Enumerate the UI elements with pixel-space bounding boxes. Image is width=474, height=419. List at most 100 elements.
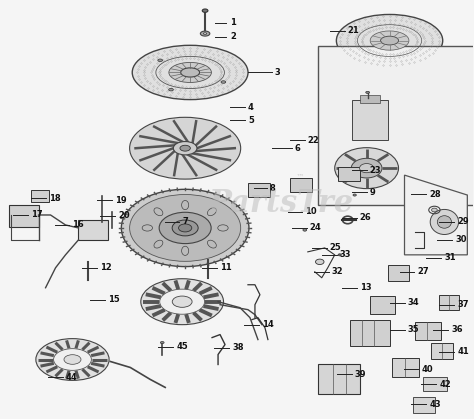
Ellipse shape [366, 91, 370, 93]
Ellipse shape [432, 208, 437, 212]
Text: 15: 15 [109, 295, 120, 304]
Ellipse shape [337, 15, 443, 67]
Ellipse shape [182, 200, 189, 210]
Ellipse shape [180, 145, 191, 151]
Text: 6: 6 [295, 144, 301, 153]
Text: 39: 39 [355, 370, 366, 379]
Bar [431, 343, 453, 359]
Text: 21: 21 [347, 26, 359, 35]
Text: 11: 11 [220, 263, 232, 272]
Ellipse shape [208, 208, 216, 216]
Ellipse shape [141, 279, 224, 325]
Bar [9, 205, 38, 227]
Ellipse shape [129, 194, 241, 261]
Bar [290, 178, 312, 192]
Text: 19: 19 [115, 196, 127, 204]
Ellipse shape [160, 341, 164, 344]
Bar [318, 46, 474, 205]
Ellipse shape [54, 349, 91, 370]
Text: 23: 23 [370, 166, 381, 175]
Text: 22: 22 [308, 136, 319, 145]
Text: PartsTre: PartsTre [209, 188, 354, 219]
Bar [79, 220, 109, 240]
Ellipse shape [172, 220, 198, 236]
Text: 40: 40 [421, 365, 433, 374]
Ellipse shape [208, 240, 216, 248]
Text: 13: 13 [360, 283, 371, 292]
Ellipse shape [64, 355, 81, 364]
Ellipse shape [202, 9, 208, 12]
Ellipse shape [218, 225, 228, 231]
Text: 43: 43 [429, 400, 441, 409]
Bar [318, 365, 360, 394]
Text: 45: 45 [176, 342, 188, 351]
Text: 38: 38 [232, 343, 244, 352]
Bar [392, 357, 419, 378]
Bar [416, 322, 441, 339]
Text: 4: 4 [248, 103, 254, 112]
Text: 42: 42 [439, 380, 451, 389]
Text: 20: 20 [118, 212, 130, 220]
Text: 35: 35 [408, 325, 419, 334]
Text: 25: 25 [330, 243, 341, 252]
Ellipse shape [158, 59, 163, 62]
Ellipse shape [182, 246, 189, 256]
Text: 41: 41 [457, 347, 469, 356]
Ellipse shape [353, 194, 356, 196]
Text: 17: 17 [31, 210, 42, 220]
Bar [352, 101, 388, 140]
Ellipse shape [370, 31, 409, 50]
Ellipse shape [154, 208, 163, 216]
Text: 31: 31 [445, 253, 456, 262]
Ellipse shape [335, 147, 399, 189]
Ellipse shape [132, 45, 248, 100]
Ellipse shape [351, 158, 382, 178]
Text: 30: 30 [456, 235, 467, 244]
Ellipse shape [169, 62, 211, 83]
Ellipse shape [36, 339, 109, 380]
Text: 10: 10 [305, 207, 317, 217]
Bar [370, 296, 394, 314]
Text: 1: 1 [230, 18, 236, 27]
Ellipse shape [381, 36, 399, 45]
Ellipse shape [179, 224, 192, 232]
Text: 44: 44 [65, 373, 77, 382]
Bar [388, 265, 410, 281]
Bar [350, 320, 390, 346]
Ellipse shape [169, 88, 173, 91]
Text: 7: 7 [182, 217, 188, 226]
Ellipse shape [203, 33, 207, 34]
Text: 3: 3 [275, 68, 281, 77]
Polygon shape [404, 175, 467, 255]
Circle shape [430, 210, 458, 235]
Text: ™: ™ [296, 173, 304, 181]
Ellipse shape [142, 225, 153, 231]
Text: 12: 12 [100, 263, 112, 272]
Bar [413, 397, 436, 413]
Text: 2: 2 [230, 32, 236, 41]
Ellipse shape [360, 163, 374, 173]
Text: 36: 36 [451, 325, 463, 334]
Text: 24: 24 [310, 223, 321, 233]
Bar [31, 190, 48, 202]
Text: 29: 29 [457, 217, 469, 226]
Ellipse shape [160, 289, 205, 314]
Text: 27: 27 [418, 267, 429, 276]
Bar [423, 378, 447, 391]
Ellipse shape [221, 81, 226, 83]
Bar [248, 183, 270, 197]
Text: 16: 16 [73, 220, 84, 230]
Text: 9: 9 [370, 188, 375, 197]
Text: 32: 32 [332, 267, 343, 276]
Ellipse shape [303, 229, 307, 231]
Ellipse shape [154, 240, 163, 248]
Text: 26: 26 [360, 213, 372, 222]
Ellipse shape [338, 254, 341, 256]
Text: 8: 8 [270, 184, 276, 193]
Ellipse shape [159, 212, 211, 243]
Ellipse shape [172, 296, 192, 307]
Ellipse shape [129, 117, 241, 179]
Text: 37: 37 [457, 300, 469, 309]
Ellipse shape [181, 68, 200, 77]
Text: 34: 34 [408, 298, 419, 307]
